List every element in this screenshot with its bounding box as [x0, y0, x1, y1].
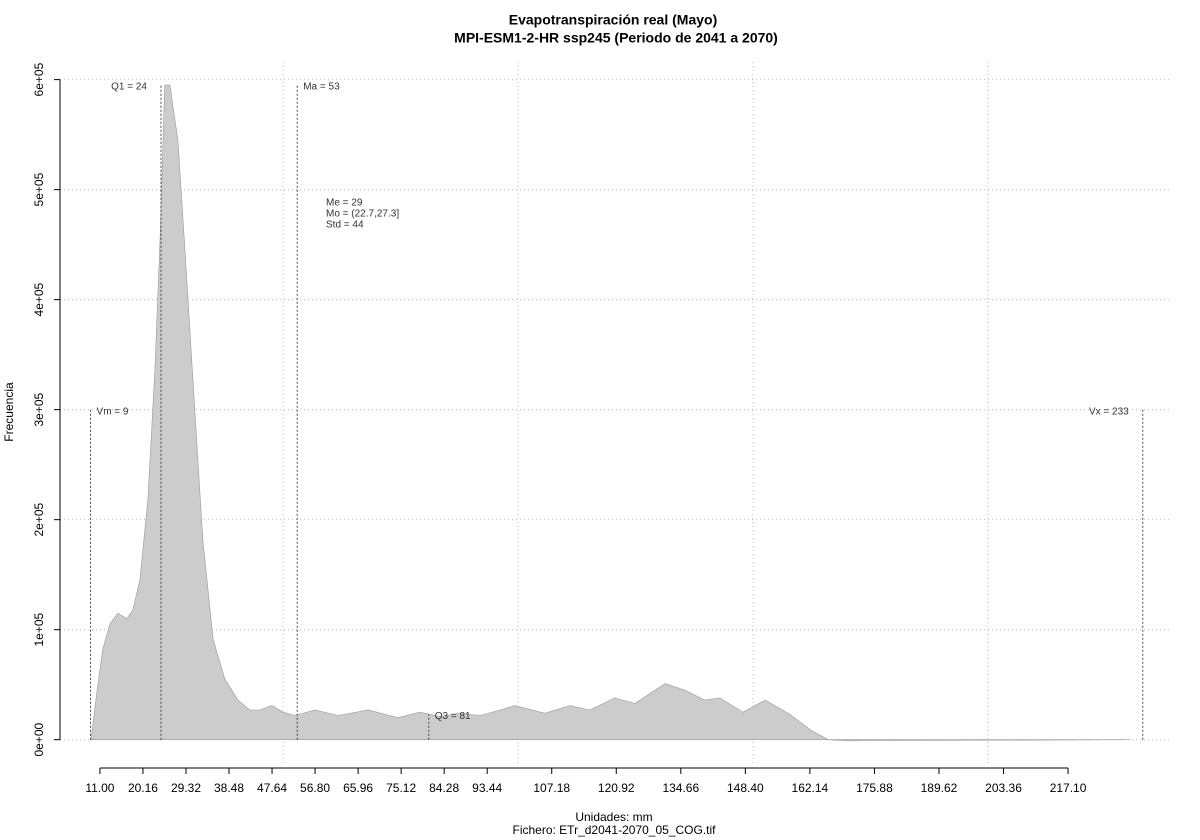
x-tick-label: 162.14 [792, 781, 829, 795]
stat-label: Std = 44 [326, 220, 364, 231]
x-tick-label: 93.44 [472, 781, 502, 795]
x-tick-label: 175.88 [856, 781, 893, 795]
x-tick-label: 107.18 [533, 781, 570, 795]
chart-subtitle: MPI-ESM1-2-HR ssp245 (Periodo de 2041 a … [454, 30, 778, 46]
footnote: Fichero: ETr_d2041-2070_05_COG.tif [513, 823, 717, 837]
stat-label: Me = 29 [326, 198, 363, 209]
x-tick-label: 203.36 [985, 781, 1022, 795]
annotation-label: Q1 = 24 [111, 82, 147, 93]
x-tick-label: 20.16 [128, 781, 158, 795]
x-tick-label: 189.62 [921, 781, 958, 795]
annotation-label: Vx = 233 [1089, 406, 1129, 417]
x-tick-label: 11.00 [85, 781, 114, 795]
x-axis-label: Unidades: mm [575, 810, 652, 824]
y-tick-label: 6e+05 [32, 62, 46, 96]
x-tick-label: 217.10 [1050, 781, 1087, 795]
x-tick-label: 120.92 [598, 781, 635, 795]
x-tick-label: 148.40 [727, 781, 764, 795]
x-tick-label: 56.80 [300, 781, 330, 795]
chart-title: Evapotranspiración real (Mayo) [509, 12, 718, 28]
x-tick-label: 29.32 [171, 781, 201, 795]
x-tick-label: 134.66 [662, 781, 699, 795]
y-axis-label: Frecuencia [2, 382, 16, 442]
density-area [90, 84, 1131, 742]
y-tick-label: 4e+05 [32, 282, 46, 316]
annotation-label: Ma = 53 [303, 82, 340, 93]
y-tick-label: 0e+00 [32, 723, 46, 757]
x-tick-label: 75.12 [386, 781, 416, 795]
annotation-label: Q3 = 81 [435, 711, 471, 722]
annotation-label: Vm = 9 [97, 406, 129, 417]
y-tick-label: 5e+05 [32, 172, 46, 206]
y-tick-label: 3e+05 [32, 392, 46, 426]
x-tick-label: 84.28 [429, 781, 459, 795]
stat-label: Mo = (22.7,27.3] [326, 209, 399, 220]
x-tick-label: 38.48 [214, 781, 244, 795]
x-tick-label: 65.96 [343, 781, 373, 795]
y-tick-label: 1e+05 [32, 613, 46, 647]
x-tick-label: 47.64 [257, 781, 287, 795]
y-tick-label: 2e+05 [32, 502, 46, 536]
